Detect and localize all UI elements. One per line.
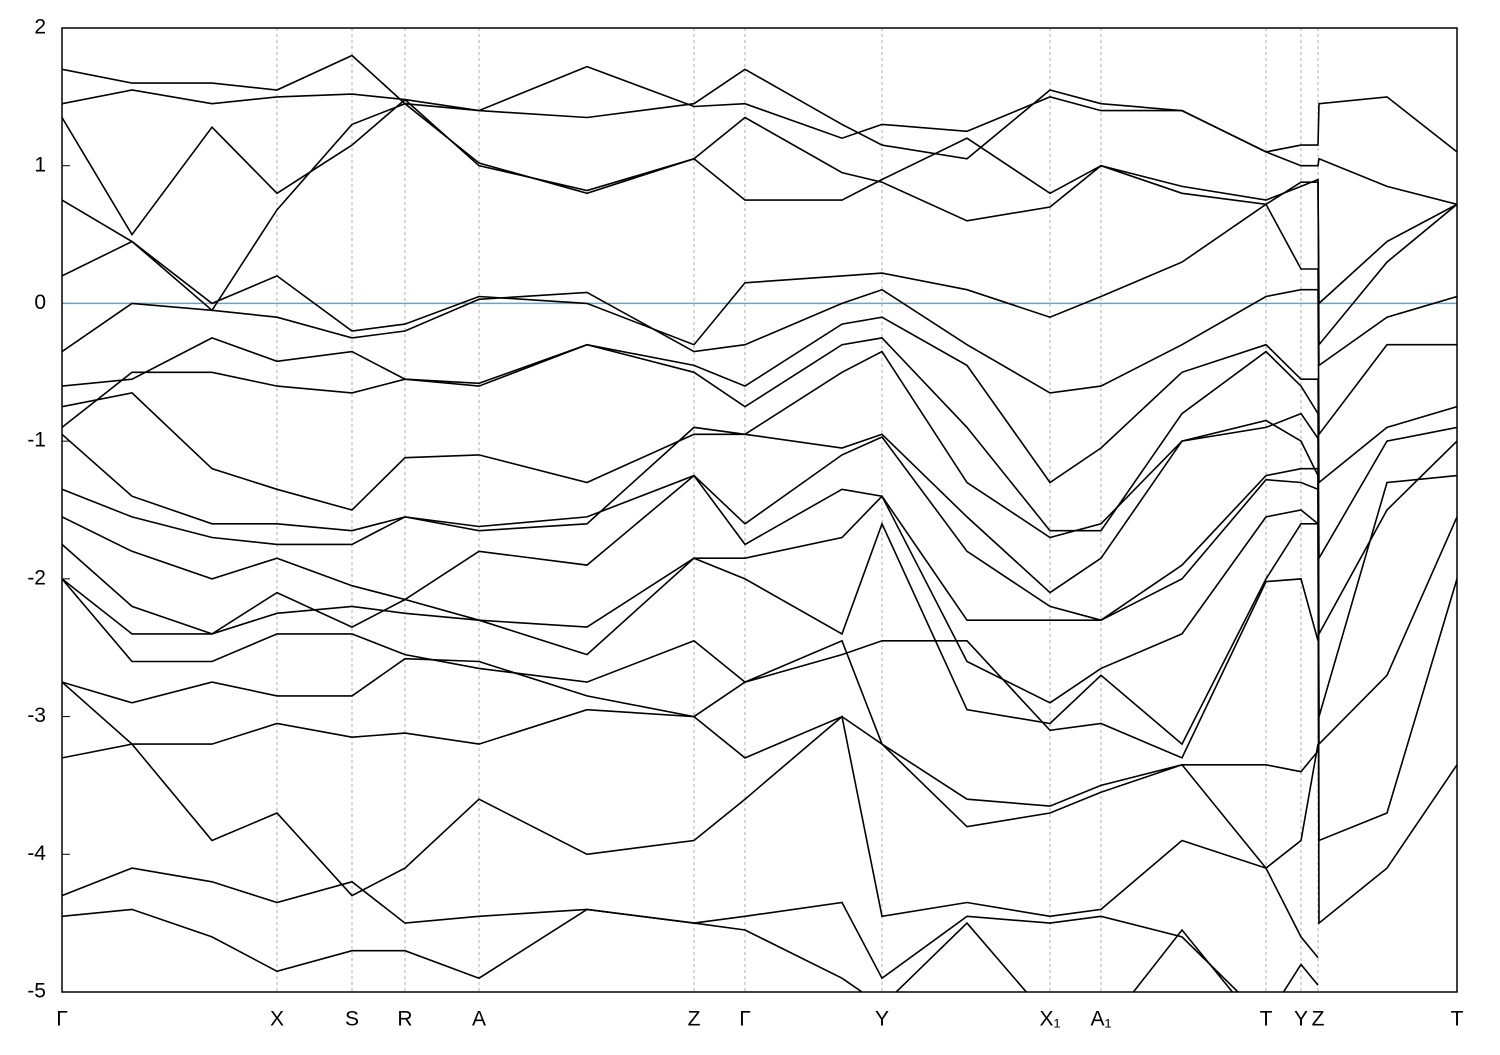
- band-line: [62, 436, 1457, 747]
- band-line: [62, 337, 1457, 562]
- x-tick-label: S: [345, 1008, 359, 1031]
- x-tick-label: T: [1260, 1008, 1273, 1031]
- y-tick-label: -5: [27, 980, 46, 1003]
- band-line: [62, 54, 1457, 160]
- plot-frame: [61, 27, 1458, 993]
- band-line: [62, 715, 1319, 959]
- x-tick-label: Γ: [739, 1008, 751, 1031]
- x-tick-label: Z: [688, 1008, 701, 1031]
- band-line: [62, 316, 1457, 485]
- y-tick-label: -4: [27, 842, 46, 865]
- x-tick-label: X₁: [1039, 1008, 1060, 1031]
- x-tick-label: X: [270, 1008, 284, 1031]
- band-line: [62, 867, 1319, 992]
- band-line: [62, 908, 1234, 992]
- x-tick-label: Z: [1312, 1008, 1325, 1031]
- band-line: [62, 65, 1457, 206]
- x-tick-label: R: [397, 1008, 412, 1031]
- y-tick-label: -3: [27, 704, 46, 727]
- band-line: [62, 350, 1457, 637]
- y-tick-label: 2: [34, 16, 46, 39]
- band-line: [62, 681, 1319, 870]
- x-tick-label: Y: [875, 1008, 889, 1031]
- band-line: [62, 521, 1318, 746]
- bands: [62, 54, 1457, 992]
- band-line: [62, 288, 1457, 437]
- band-line: [62, 419, 1457, 717]
- x-tick-label: Y: [1294, 1008, 1308, 1031]
- x-tick-label: A₁: [1090, 1008, 1111, 1031]
- band-line: [62, 474, 1457, 842]
- band-line: [62, 102, 1457, 347]
- x-tick-label: A: [472, 1008, 486, 1031]
- band-line: [62, 203, 1457, 367]
- x-tick-label: Γ: [56, 1008, 68, 1031]
- y-tick-label: 1: [34, 153, 46, 176]
- x-tick-label: T: [1451, 1008, 1464, 1031]
- y-tick-label: 0: [34, 291, 46, 314]
- y-tick-label: -2: [27, 566, 46, 589]
- y-tick-label: -1: [27, 429, 46, 452]
